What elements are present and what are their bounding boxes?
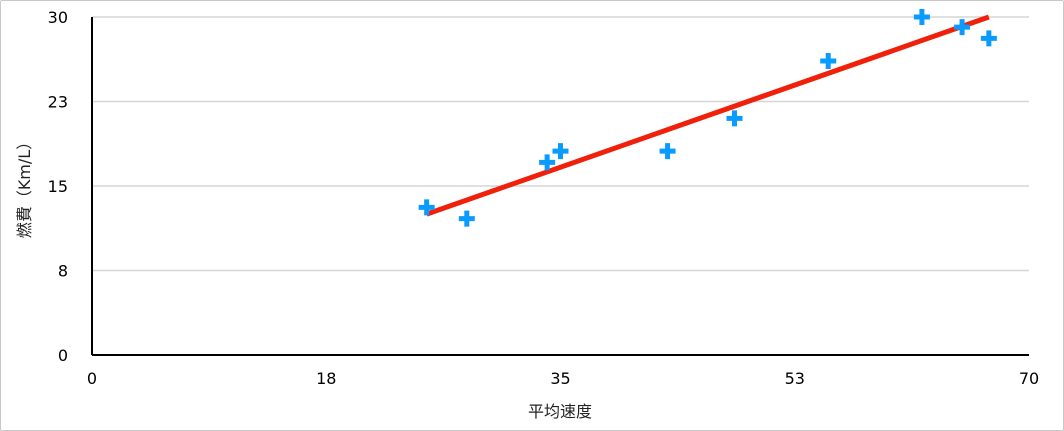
- data-point-plus-marker: [913, 9, 930, 25]
- x-tick-label: 70: [1019, 369, 1039, 388]
- data-point-plus-marker: [418, 199, 435, 216]
- x-axis-title: 平均速度: [528, 402, 592, 421]
- data-point-plus-marker: [954, 19, 971, 36]
- data-point-plus-marker: [726, 110, 743, 127]
- trendline: [425, 14, 990, 217]
- axes: [91, 17, 1029, 356]
- x-tick-label: 0: [87, 369, 97, 388]
- y-tick-label: 30: [48, 8, 68, 27]
- y-tick-label: 23: [48, 93, 68, 112]
- gridlines: [92, 16, 1029, 272]
- y-axis-title: 燃費（Km/L）: [15, 134, 34, 238]
- y-tick-label: 8: [58, 262, 68, 281]
- y-tick-label: 15: [48, 177, 68, 196]
- tick-labels: 0 8 15 23 30 0 18 35 53 70: [48, 8, 1040, 388]
- trendline-group: [425, 14, 990, 217]
- x-tick-label: 18: [316, 369, 336, 388]
- data-point-plus-marker: [980, 30, 997, 47]
- x-tick-label: 35: [550, 369, 570, 388]
- data-point-plus-marker: [539, 154, 556, 171]
- data-point-plus-marker: [458, 210, 475, 227]
- data-point-plus-marker: [552, 143, 569, 160]
- data-points: [418, 9, 997, 227]
- data-point-plus-marker: [659, 143, 676, 160]
- y-tick-label: 0: [58, 346, 68, 365]
- x-tick-label: 53: [785, 369, 805, 388]
- data-point-plus-marker: [820, 52, 837, 69]
